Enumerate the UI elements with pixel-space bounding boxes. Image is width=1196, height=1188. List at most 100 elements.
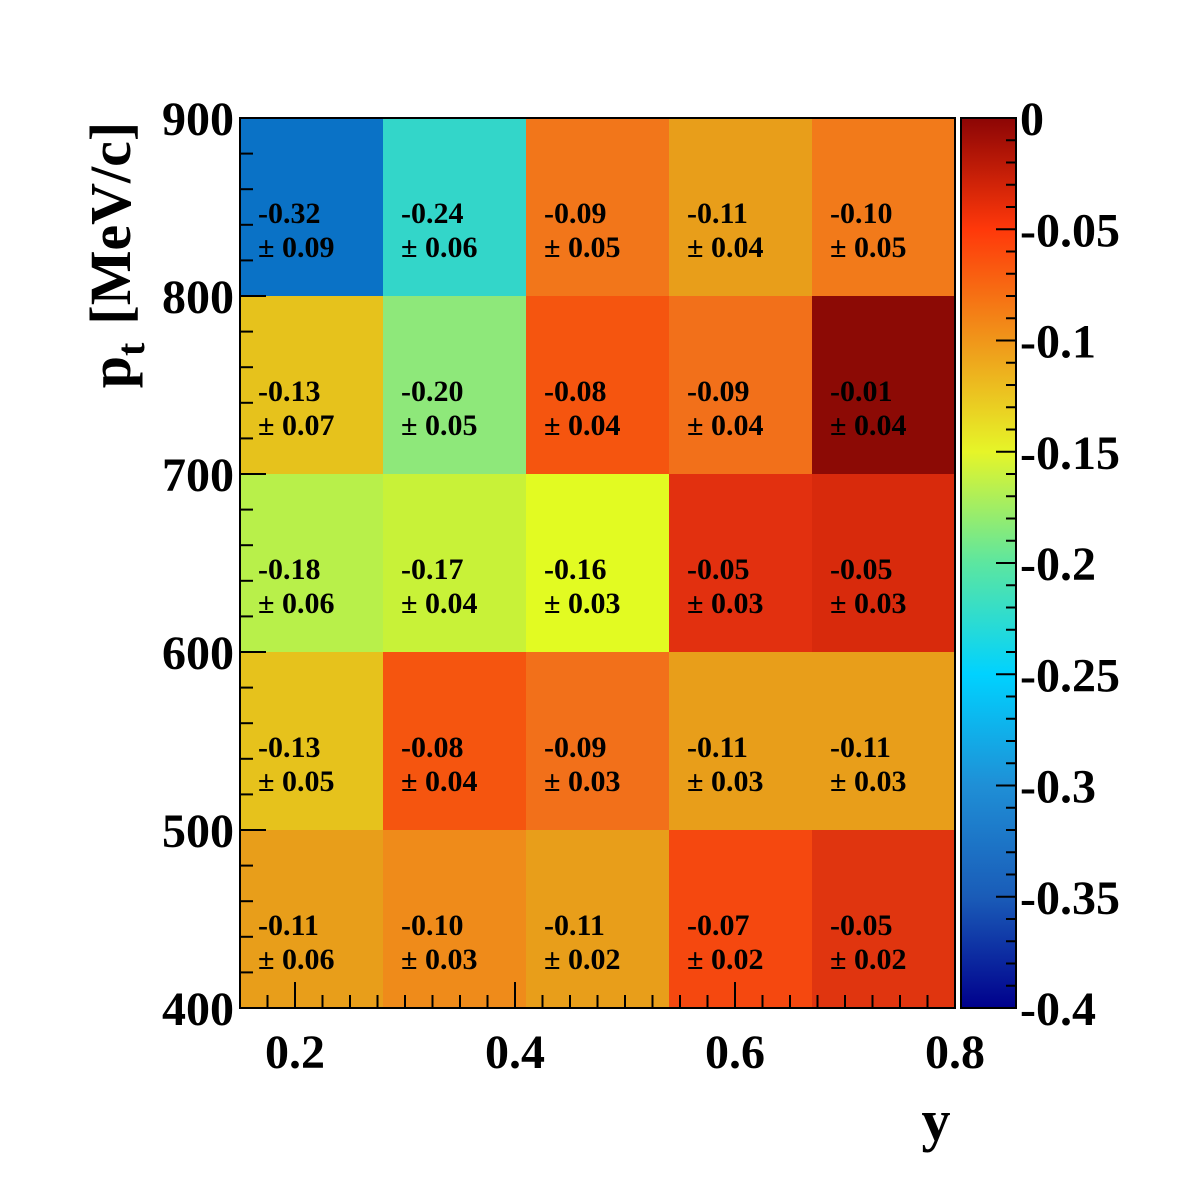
heatmap-cell <box>812 474 955 652</box>
cell-value-label: -0.18 <box>258 553 321 586</box>
cell-value-label: -0.20 <box>401 375 464 408</box>
heatmap-cell <box>669 118 812 296</box>
cell-error-label: ± 0.03 <box>401 943 477 976</box>
cell-error-label: ± 0.03 <box>830 765 906 798</box>
y-tick-label: 600 <box>162 627 234 680</box>
cell-error-label: ± 0.06 <box>258 587 334 620</box>
x-tick-label: 0.2 <box>265 1026 325 1079</box>
y-tick-label: 900 <box>162 93 234 146</box>
colorbar-tick-label: -0.4 <box>1020 983 1096 1036</box>
heatmap-cell <box>669 296 812 474</box>
y-axis-ticks: 400 500 600 700 800 900 <box>162 93 266 1036</box>
y-axis-title: pt [MeV/c] <box>78 122 153 388</box>
heatmap-cell <box>669 652 812 830</box>
cell-value-label: -0.09 <box>544 197 607 230</box>
colorbar: 0 -0.05 -0.1 -0.15 -0.2 -0.25 -0.3 -0.35 -0.4 <box>960 93 1120 1036</box>
svg-text:pt[MeV/c]: pt [MeV/c] <box>78 122 153 388</box>
cell-value-label: -0.17 <box>401 553 464 586</box>
y-axis-title-main: p <box>78 356 143 388</box>
cell-value-label: -0.11 <box>544 909 605 942</box>
heatmap-cell <box>240 830 383 1008</box>
cell-error-label: ± 0.04 <box>830 409 906 442</box>
cell-error-label: ± 0.02 <box>687 943 763 976</box>
heatmap-cell <box>526 118 669 296</box>
cell-error-label: ± 0.02 <box>830 943 906 976</box>
cell-value-label: -0.16 <box>544 553 607 586</box>
y-axis-title-sub: t <box>108 342 153 356</box>
heatmap-cell <box>812 652 955 830</box>
cell-value-label: -0.24 <box>401 197 464 230</box>
x-tick-label: 0.4 <box>485 1026 545 1079</box>
colorbar-tick-label: -0.05 <box>1020 204 1120 257</box>
heatmap-cell <box>526 296 669 474</box>
heatmap-cell <box>383 118 526 296</box>
heatmap-cell <box>240 474 383 652</box>
heatmap-cell <box>526 474 669 652</box>
cell-error-label: ± 0.05 <box>544 231 620 264</box>
cell-value-label: -0.11 <box>258 909 319 942</box>
cell-value-label: -0.10 <box>401 909 464 942</box>
cell-value-label: -0.08 <box>544 375 607 408</box>
cell-error-label: ± 0.09 <box>258 231 334 264</box>
cell-error-label: ± 0.03 <box>544 765 620 798</box>
colorbar-tick-label: -0.3 <box>1020 761 1096 814</box>
colorbar-tick-label: 0 <box>1020 93 1044 146</box>
x-tick-label: 0.8 <box>925 1026 985 1079</box>
heatmap-cell <box>526 652 669 830</box>
cell-error-label: ± 0.04 <box>687 231 763 264</box>
y-axis-title-units: [MeV/c] <box>78 122 143 325</box>
cell-error-label: ± 0.05 <box>830 231 906 264</box>
cell-error-label: ± 0.03 <box>687 765 763 798</box>
cell-error-label: ± 0.04 <box>401 587 477 620</box>
heatmap-cell <box>812 118 955 296</box>
cell-value-label: -0.09 <box>687 375 750 408</box>
heatmap-cell-labels: -0.32± 0.09-0.24± 0.06-0.09± 0.05-0.11± … <box>258 197 906 976</box>
cell-value-label: -0.13 <box>258 731 321 764</box>
cell-value-label: -0.32 <box>258 197 321 230</box>
cell-value-label: -0.01 <box>830 375 893 408</box>
heatmap-cell <box>240 296 383 474</box>
heatmap-cell <box>383 652 526 830</box>
heatmap-cell <box>240 118 383 296</box>
heatmap-cell <box>526 830 669 1008</box>
heatmap-cell <box>669 830 812 1008</box>
cell-error-label: ± 0.03 <box>687 587 763 620</box>
cell-error-label: ± 0.04 <box>544 409 620 442</box>
y-tick-label: 800 <box>162 271 234 324</box>
cell-error-label: ± 0.03 <box>544 587 620 620</box>
heatmap-cell <box>240 652 383 830</box>
x-axis-title: y <box>922 1088 951 1153</box>
heatmap-cell <box>669 474 812 652</box>
cell-value-label: -0.08 <box>401 731 464 764</box>
cell-error-label: ± 0.03 <box>830 587 906 620</box>
cell-value-label: -0.13 <box>258 375 321 408</box>
cell-value-label: -0.07 <box>687 909 750 942</box>
cell-value-label: -0.05 <box>830 909 893 942</box>
cell-value-label: -0.10 <box>830 197 893 230</box>
cell-value-label: -0.11 <box>830 731 891 764</box>
cell-error-label: ± 0.05 <box>258 765 334 798</box>
y-tick-label: 700 <box>162 449 234 502</box>
y-tick-label: 500 <box>162 805 234 858</box>
cell-error-label: ± 0.05 <box>401 409 477 442</box>
heatmap-cell <box>383 474 526 652</box>
x-axis-ticks: 0.2 0.4 0.6 0.8 <box>239 982 985 1079</box>
colorbar-tick-label: -0.1 <box>1020 316 1096 369</box>
cell-value-label: -0.11 <box>687 731 748 764</box>
colorbar-tick-label: -0.2 <box>1020 538 1096 591</box>
colorbar-tick-label: -0.25 <box>1020 649 1120 702</box>
cell-value-label: -0.05 <box>687 553 750 586</box>
cell-error-label: ± 0.06 <box>258 943 334 976</box>
colorbar-tick-label: -0.15 <box>1020 427 1120 480</box>
x-tick-label: 0.6 <box>705 1026 765 1079</box>
cell-error-label: ± 0.04 <box>687 409 763 442</box>
y-tick-label: 400 <box>162 983 234 1036</box>
heatmap-cell <box>812 296 955 474</box>
cell-value-label: -0.11 <box>687 197 748 230</box>
colorbar-tick-label: -0.35 <box>1020 872 1120 925</box>
heatmap-cell <box>383 296 526 474</box>
heatmap-cell <box>812 830 955 1008</box>
heatmap-cells <box>240 118 955 1008</box>
cell-error-label: ± 0.06 <box>401 231 477 264</box>
